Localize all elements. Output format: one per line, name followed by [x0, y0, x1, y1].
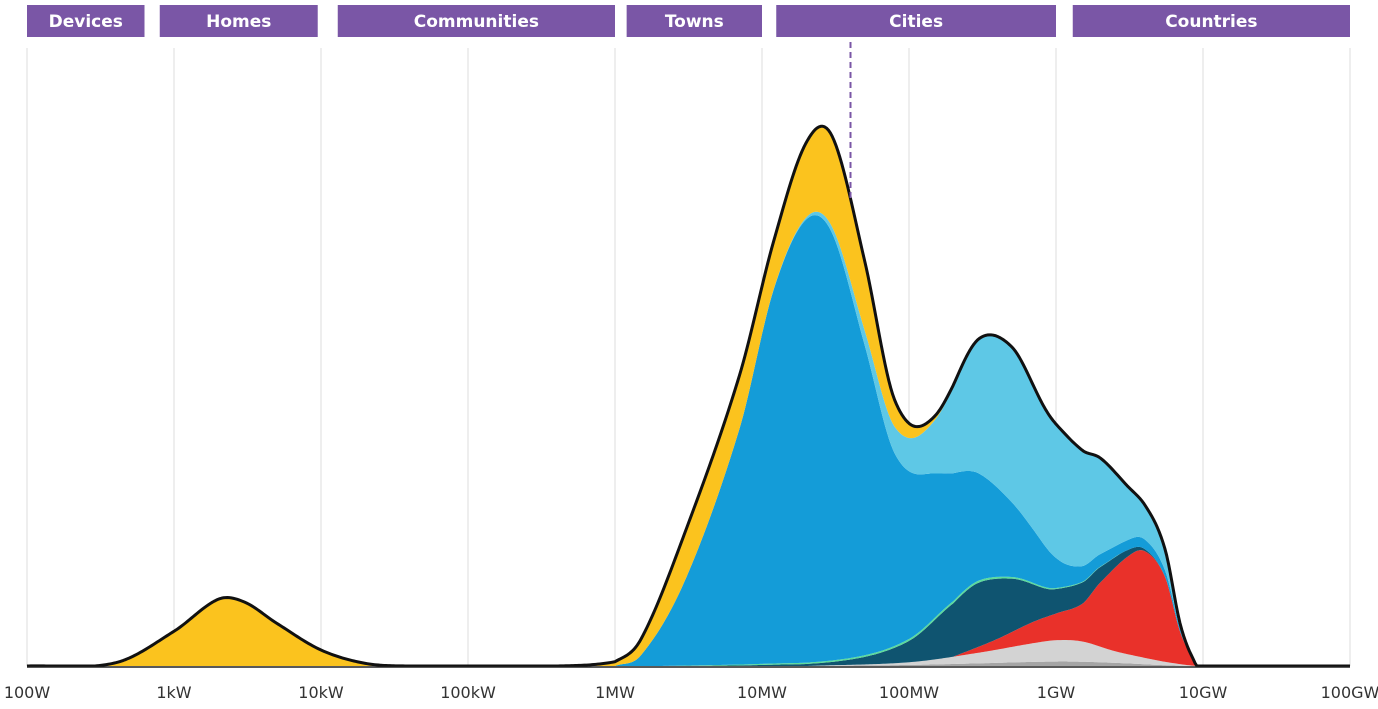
category-band-1	[159, 5, 318, 37]
x-tick-label-3: 100kW	[440, 683, 496, 702]
x-axis: 100W 1kW 10kW 100kW 1MW 10MW 100MW 1GW 10GW 100GW	[4, 666, 1378, 702]
area-series-1	[27, 640, 1350, 666]
category-bands: Devices Homes Communities Towns Cities Countr…	[27, 5, 1350, 37]
category-label-5: Countries	[1165, 12, 1257, 32]
category-band-4	[776, 5, 1056, 37]
category-label-3: Towns	[665, 12, 724, 32]
x-tick-label-8: 10GW	[1179, 683, 1228, 702]
category-label-1: Homes	[206, 12, 271, 32]
area-series-2	[27, 550, 1350, 666]
stacked-areas	[26, 124, 1350, 668]
x-tick-label-1: 1kW	[156, 683, 191, 702]
x-tick-label-6: 100MW	[879, 683, 939, 702]
category-label-4: Cities	[889, 12, 943, 32]
area-series-0	[27, 661, 1350, 666]
category-band-2	[337, 5, 615, 37]
area-series-5	[27, 215, 1350, 666]
area-series-7	[27, 126, 1350, 666]
x-tick-label-7: 1GW	[1037, 683, 1076, 702]
x-tick-label-2: 10kW	[298, 683, 344, 702]
x-tick-label-4: 1MW	[595, 683, 635, 702]
category-band-0	[27, 5, 145, 37]
category-band-5	[1072, 5, 1350, 37]
category-label-2: Communities	[414, 12, 539, 32]
x-tick-label-5: 10MW	[737, 683, 787, 702]
total-outline	[26, 124, 1350, 668]
category-label-0: Devices	[49, 12, 123, 32]
category-band-3	[626, 5, 762, 37]
x-tick-label-9: 100GW	[1321, 683, 1378, 702]
x-tick-label-0: 100W	[4, 683, 51, 702]
